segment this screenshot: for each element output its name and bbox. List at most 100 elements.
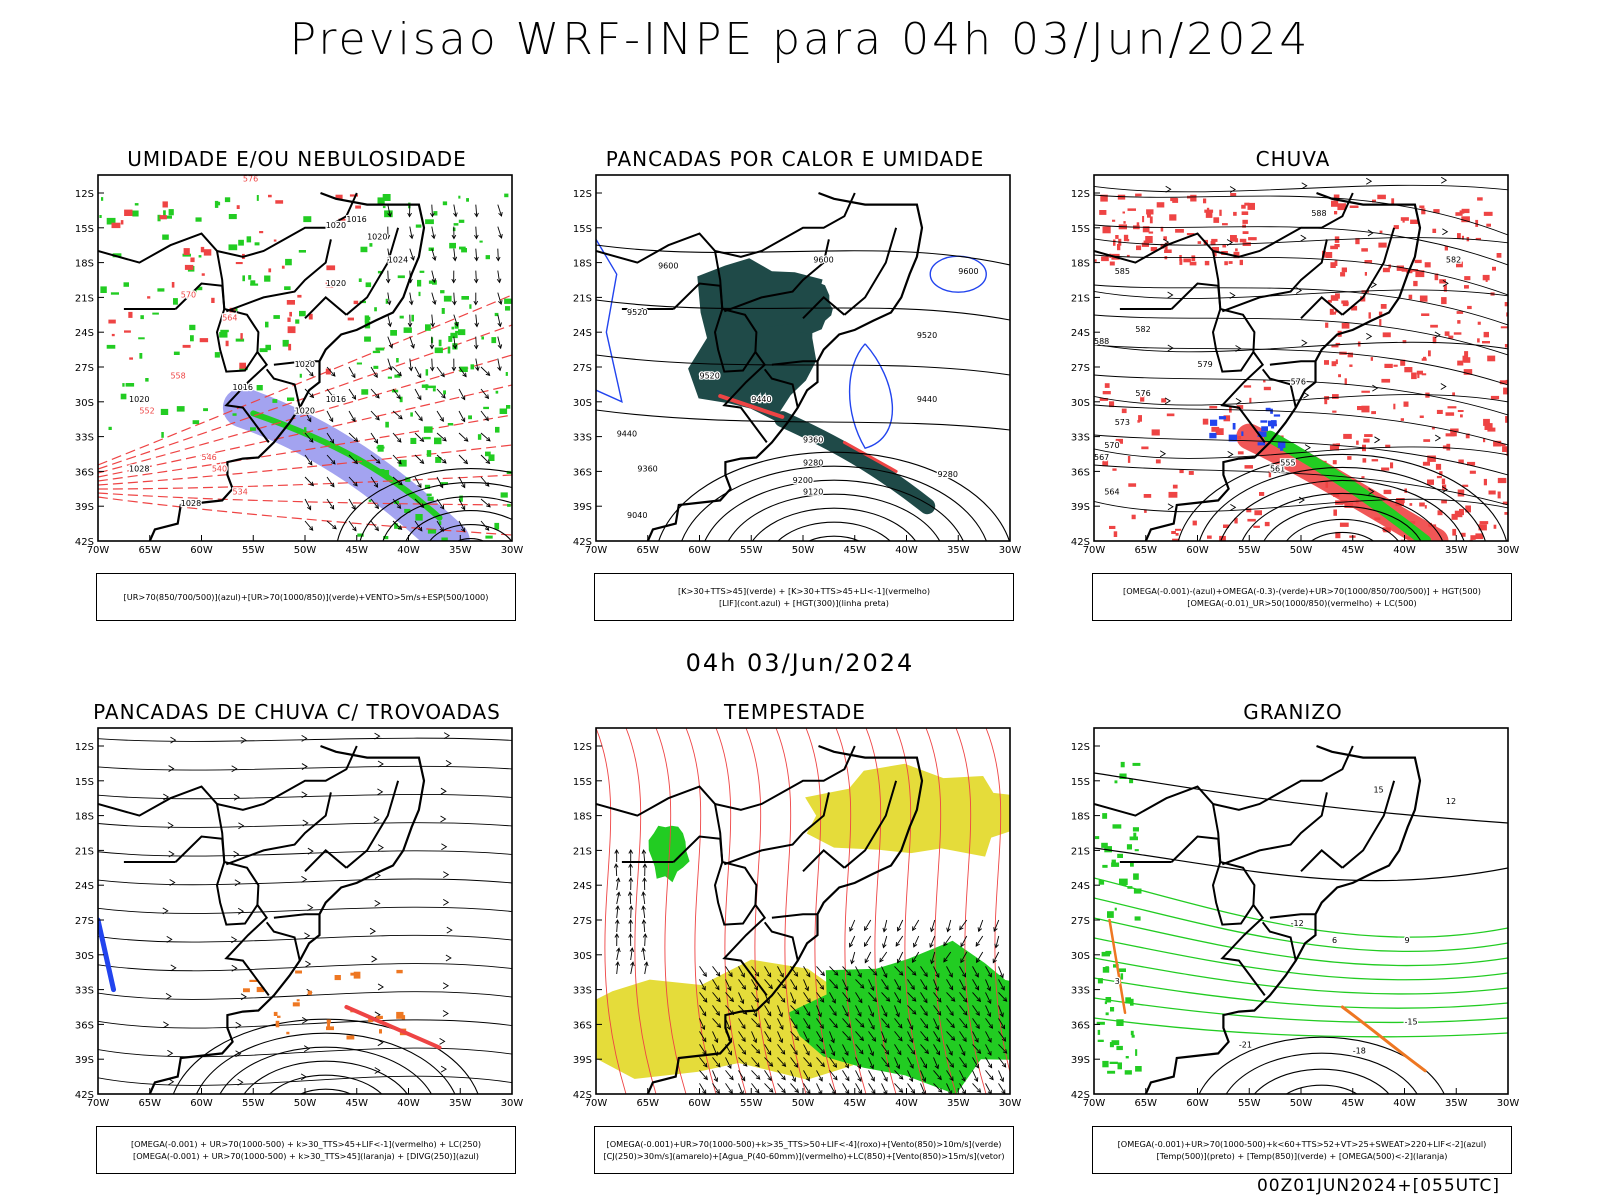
wind-vector <box>855 1070 862 1082</box>
rain-area <box>1165 244 1168 251</box>
wind-vector-head <box>949 1063 955 1068</box>
humid-lowlevel-patch <box>506 405 511 409</box>
panel-granizo: GRANIZO -12 -15 -18 -21 3 12 15 6 9 12S 15S 18S 21S 2… <box>1058 700 1528 1180</box>
thickness-label-patch <box>124 209 133 216</box>
border-line <box>1221 239 1328 313</box>
height-contour <box>596 354 1010 376</box>
streamline-850 <box>625 728 657 1094</box>
rain-area <box>1327 299 1332 303</box>
wind-vector <box>751 1031 757 1043</box>
rain-area <box>1123 234 1129 242</box>
rain-area <box>1172 484 1178 489</box>
wind-vector-head <box>453 212 458 218</box>
humid-lowlevel-patch <box>500 492 508 498</box>
lon-tick-label: 35W <box>1445 545 1468 556</box>
rain-area <box>1487 427 1496 432</box>
flow-arrow <box>240 736 247 744</box>
streamline <box>98 822 512 828</box>
wind-vector <box>751 966 760 977</box>
wind-vector-head <box>373 373 378 379</box>
geopotential-contour <box>1094 194 1508 236</box>
flow-arrow <box>170 964 177 972</box>
wind-vector <box>946 1070 954 1081</box>
wind-vector-head <box>714 1038 719 1044</box>
humid-lowlevel-patch <box>106 344 116 349</box>
wind-vector <box>946 1044 953 1056</box>
wind-vector <box>616 919 618 933</box>
jet-core-area <box>596 959 869 1080</box>
wind-vector <box>790 1083 799 1093</box>
wind-vector <box>959 966 966 977</box>
thunder-orange-area <box>326 1026 334 1031</box>
wind-vector <box>436 388 446 399</box>
wind-vector <box>907 1057 914 1069</box>
wind-vector <box>943 951 952 963</box>
wind-vector <box>920 979 928 990</box>
wind-vector <box>436 410 444 422</box>
wind-vector <box>803 1070 810 1082</box>
thunder-orange-area <box>243 988 250 993</box>
wind-vector-head <box>410 255 415 261</box>
legend-line: [OMEGA(-0.001)+UR>70(1000-500)+k<60+TTS>… <box>1117 1139 1487 1149</box>
wind-vector <box>475 226 477 239</box>
wind-vector <box>933 1044 941 1055</box>
humid-lowlevel-patch <box>101 197 104 201</box>
rain-area <box>1164 249 1172 253</box>
wind-vector <box>868 1031 876 1042</box>
wind-vector-head <box>988 1024 994 1029</box>
map-umidade: 1016102010201024102010161020101610201020… <box>75 174 523 556</box>
rain-area <box>1439 279 1446 284</box>
flow-arrow <box>377 983 384 991</box>
coastline <box>1144 191 1422 541</box>
wind-vector <box>699 1057 708 1068</box>
rain-area <box>1168 491 1178 498</box>
rain-area <box>1361 390 1370 393</box>
wind-vector-head <box>922 1063 928 1069</box>
rain-area <box>1505 416 1508 423</box>
wind-vector-head <box>973 1077 979 1083</box>
lon-tick-label: 60W <box>1186 1098 1209 1109</box>
wind-vector-head <box>741 1037 746 1043</box>
rain-area <box>1169 214 1177 221</box>
wind-vector <box>453 292 456 305</box>
wind-vector <box>960 935 968 947</box>
temp850-contour <box>1117 853 1123 858</box>
streamline <box>98 878 512 886</box>
flow-arrow <box>1301 339 1308 347</box>
rain-area <box>1436 475 1442 479</box>
rain-area <box>1205 212 1213 218</box>
wind-vector-head <box>986 986 991 992</box>
wind-vector <box>803 1057 812 1067</box>
wind-vector <box>920 1018 929 1029</box>
humid-lowlevel-patch <box>364 315 370 323</box>
wind-vector-head <box>767 972 772 978</box>
wind-vector-head <box>375 415 380 421</box>
streamline <box>98 991 512 1000</box>
wind-vector <box>946 1018 955 1028</box>
wind-vector <box>868 1018 875 1030</box>
humid-lowlevel-patch <box>256 195 259 201</box>
humid-lowlevel-patch <box>304 427 307 433</box>
wind-vector <box>897 951 904 964</box>
wind-vector <box>751 1044 761 1054</box>
streamline <box>1094 498 1508 513</box>
wind-vector-head <box>962 997 968 1003</box>
flow-arrow <box>442 982 450 990</box>
lon-tick-label: 35W <box>947 545 970 556</box>
rain-area <box>1461 216 1470 223</box>
flow-arrow <box>1235 345 1242 352</box>
rain-area <box>1419 295 1428 302</box>
humid-lowlevel-patch <box>428 280 437 284</box>
rain-area <box>1189 261 1197 266</box>
humid-lowlevel-patch <box>466 198 469 202</box>
wind-vector <box>933 1005 942 1016</box>
rain-area <box>1192 520 1197 526</box>
contour-label: 6 <box>1332 936 1337 945</box>
rain-area <box>1456 261 1463 268</box>
rain-area <box>1215 428 1224 435</box>
map-chuva: 5885825855885825795765735705675645615555… <box>1071 174 1519 556</box>
wind-vector <box>946 979 954 990</box>
rain-area <box>1364 260 1373 264</box>
rain-area <box>1172 538 1180 541</box>
panel-title: TEMPESTADE <box>724 700 866 724</box>
